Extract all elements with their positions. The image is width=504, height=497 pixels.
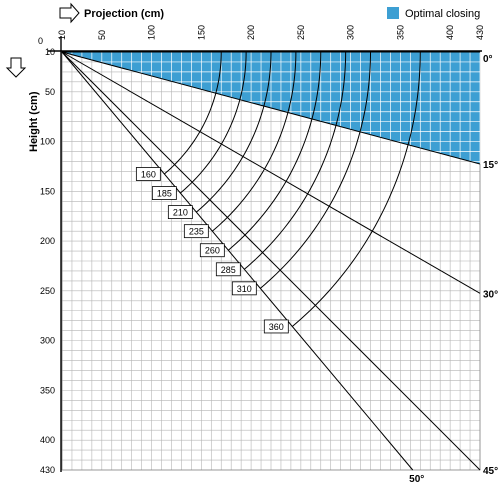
height-arrow-icon — [5, 57, 27, 78]
arc-160 — [164, 51, 222, 175]
y-tick-label: 300 — [40, 336, 55, 346]
y-axis-title: Height (cm) — [28, 91, 40, 152]
radius-label-box — [199, 243, 225, 258]
x-axis-title: Projection (cm) — [84, 8, 164, 20]
angle-label-45: 45° — [483, 466, 498, 477]
arc-260 — [228, 51, 322, 251]
ray-15 — [61, 51, 481, 165]
y-tick-label: 430 — [40, 465, 55, 475]
projection-arrow-icon — [59, 2, 80, 24]
y-tick-label: 350 — [40, 385, 55, 395]
x-tick-label: 10 — [57, 30, 67, 40]
ray-50 — [61, 51, 414, 471]
x-tick-label: 50 — [97, 30, 107, 40]
radius-label-box — [215, 262, 241, 277]
arc-210 — [196, 51, 272, 213]
ray-45 — [61, 51, 481, 471]
arc-285 — [243, 51, 347, 270]
radius-label: 160 — [141, 169, 156, 179]
y-tick-label: 250 — [40, 286, 55, 296]
y-tick-label: 100 — [40, 137, 55, 147]
radius-label-box — [135, 167, 161, 181]
angle-label-30: 30° — [483, 289, 498, 300]
radius-label: 360 — [269, 322, 284, 332]
x-tick-label: 430 — [475, 25, 485, 40]
legend-label: Optimal closing — [405, 8, 480, 20]
ray-30 — [61, 51, 481, 294]
y-tick-label: 50 — [45, 87, 55, 97]
x-tick-label: 100 — [147, 25, 157, 40]
radius-label: 185 — [157, 189, 172, 199]
x-tick-label: 400 — [445, 25, 455, 40]
radius-label: 285 — [221, 265, 236, 275]
origin-label: 0 — [38, 36, 43, 46]
angle-label-0: 0° — [483, 54, 493, 65]
radius-arcs — [164, 51, 421, 327]
radius-label: 210 — [173, 208, 188, 218]
arc-310 — [259, 51, 372, 289]
y-tick-label: 400 — [40, 435, 55, 445]
angle-rays — [61, 51, 481, 471]
x-tick-label: 200 — [246, 25, 256, 40]
legend-swatch — [387, 7, 399, 19]
radius-label: 235 — [189, 227, 204, 237]
radius-label: 310 — [237, 284, 252, 294]
radius-label-box — [167, 205, 193, 220]
radius-label-box — [151, 186, 177, 200]
radius-label-box — [183, 224, 209, 239]
radius-label-box — [231, 281, 257, 296]
angle-label-15: 15° — [483, 160, 498, 171]
x-tick-label: 150 — [196, 25, 206, 40]
grid-overlay — [62, 51, 481, 165]
y-tick-label: 150 — [40, 186, 55, 196]
arc-185 — [180, 51, 247, 194]
x-tick-label: 350 — [395, 25, 405, 40]
angle-label-50: 50° — [409, 474, 424, 485]
y-tick-label: 200 — [40, 236, 55, 246]
arc-235 — [212, 51, 297, 232]
axes: 10 50 100 150 200 250 300 350 400 430 10 50 100 150 20… — [40, 25, 498, 485]
x-tick-label: 300 — [346, 25, 356, 40]
y-tick-label: 10 — [45, 47, 55, 57]
radius-label: 260 — [205, 246, 220, 256]
x-tick-label: 250 — [296, 25, 306, 40]
radius-label-box — [263, 319, 289, 334]
arc-360 — [291, 51, 421, 327]
